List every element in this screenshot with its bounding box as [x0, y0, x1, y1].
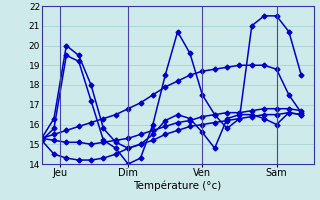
X-axis label: Température (°c): Température (°c): [133, 181, 222, 191]
